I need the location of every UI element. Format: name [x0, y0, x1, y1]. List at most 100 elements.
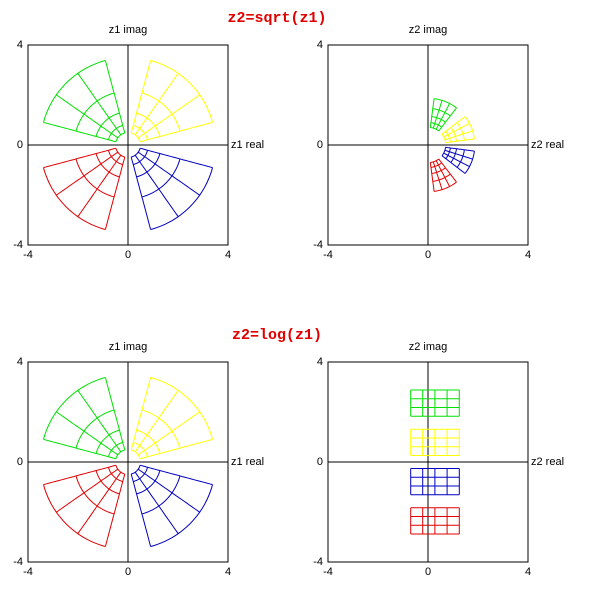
grid-ray [139, 121, 213, 143]
grid-ray [445, 138, 475, 144]
grid-ray [56, 151, 119, 196]
grid-ray [130, 473, 152, 547]
y-tick-label: 0 [317, 139, 323, 151]
section-title: z2=log(z1) [232, 327, 322, 344]
grid-arc [107, 441, 123, 457]
grid-arc [133, 467, 149, 483]
grid-arc [75, 92, 115, 132]
grid-ray [139, 464, 213, 486]
grid-ray [445, 146, 475, 152]
grid-arc [430, 158, 440, 163]
grid-arc [450, 148, 457, 163]
x-tick-label: -4 [23, 566, 33, 578]
grid-ray [137, 151, 200, 196]
grid-ray [444, 149, 473, 160]
grid-ray [432, 161, 443, 190]
grid-arc [115, 465, 125, 475]
grid-arc [115, 148, 125, 158]
y-tick-label: -4 [13, 239, 23, 251]
grid-arc [43, 377, 106, 440]
grid-ray [130, 377, 152, 451]
grid-ray [443, 152, 470, 168]
grid-arc [441, 133, 446, 143]
grid-ray [77, 154, 122, 217]
grid-arc [95, 153, 120, 178]
grid-ray [443, 122, 470, 138]
grid-ray [134, 390, 179, 453]
grid-ray [139, 147, 213, 169]
grid-ray [435, 160, 451, 187]
x-tick-label: 0 [425, 249, 431, 261]
grid-arc [43, 167, 106, 230]
grid-arc [133, 124, 149, 140]
grid-ray [139, 438, 213, 460]
x-tick-label: -4 [323, 249, 333, 261]
grid-arc [95, 470, 120, 495]
x-tick-label: -4 [323, 566, 333, 578]
y-tick-label: 0 [17, 139, 23, 151]
grid-arc [445, 147, 451, 159]
grid-arc [131, 148, 141, 158]
grid-ray [56, 94, 119, 139]
grid-arc [464, 116, 475, 139]
grid-arc [115, 449, 125, 459]
grid-ray [429, 162, 435, 192]
x-tick-label: 4 [525, 566, 531, 578]
grid-arc [136, 153, 161, 178]
grid-arc [430, 162, 442, 168]
grid-ray [104, 60, 126, 134]
grid-arc [141, 92, 181, 132]
grid-arc [107, 467, 123, 483]
grid-arc [450, 127, 457, 142]
grid-ray [429, 98, 435, 128]
grid-arc [150, 60, 213, 123]
grid-ray [137, 468, 200, 513]
grid-ray [438, 158, 457, 183]
grid-arc [136, 112, 161, 137]
x-tick-label: 0 [125, 566, 131, 578]
grid-arc [136, 470, 161, 495]
grid-ray [104, 473, 126, 547]
grid-arc [150, 167, 213, 230]
x-tick-label: 0 [425, 566, 431, 578]
y-tick-label: 4 [317, 39, 323, 51]
y-tick-label: 4 [317, 356, 323, 368]
y-axis-label: z1 imag [109, 341, 148, 353]
grid-arc [136, 429, 161, 454]
y-axis-label: z1 imag [109, 24, 148, 36]
grid-arc [107, 150, 123, 166]
grid-ray [104, 156, 126, 230]
x-tick-label: 4 [225, 566, 231, 578]
y-tick-label: -4 [313, 239, 323, 251]
y-axis-label: z2 imag [409, 24, 448, 36]
grid-arc [95, 112, 120, 137]
x-tick-label: 4 [225, 249, 231, 261]
grid-arc [131, 449, 141, 459]
grid-arc [133, 441, 149, 457]
grid-ray [444, 130, 473, 141]
grid-ray [43, 121, 117, 143]
x-axis-label: z1 real [231, 139, 264, 151]
grid-ray [441, 155, 466, 174]
grid-ray [77, 390, 122, 453]
grid-ray [435, 103, 451, 130]
section-title: z2=sqrt(z1) [227, 10, 326, 27]
grid-arc [141, 475, 181, 515]
grid-arc [434, 98, 457, 109]
x-tick-label: 0 [125, 249, 131, 261]
y-tick-label: 4 [17, 39, 23, 51]
grid-ray [137, 94, 200, 139]
grid-ray [56, 468, 119, 513]
x-tick-label: -4 [23, 249, 33, 261]
x-axis-label: z1 real [231, 456, 264, 468]
grid-ray [432, 100, 443, 129]
grid-arc [131, 465, 141, 475]
grid-ray [77, 73, 122, 136]
grid-arc [141, 409, 181, 449]
grid-arc [464, 151, 475, 174]
grid-arc [43, 484, 106, 547]
y-tick-label: 0 [317, 456, 323, 468]
grid-arc [95, 429, 120, 454]
y-tick-label: -4 [313, 556, 323, 568]
